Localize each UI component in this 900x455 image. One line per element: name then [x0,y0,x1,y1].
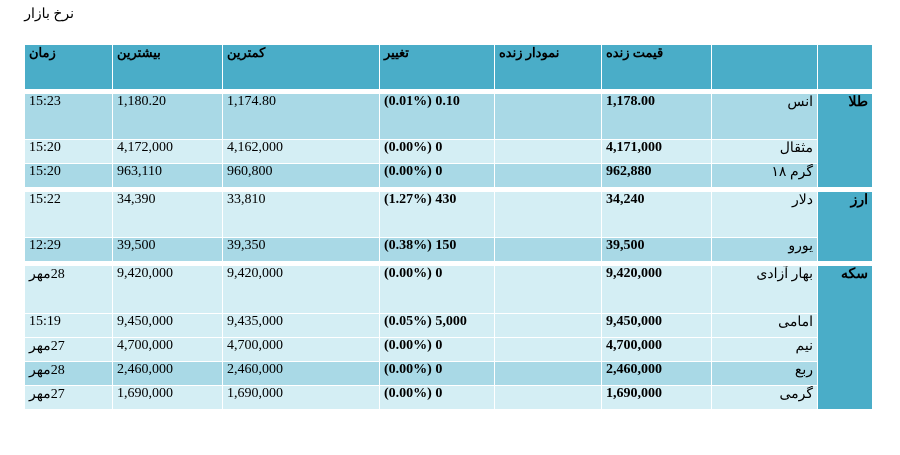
table-row: سکه بهار آزادی 9,420,000 0 (0.00%) 9,420,000… [24,265,873,410]
live-price: 1,690,000 [601,385,712,410]
live-price: 2,460,000 [601,361,712,386]
price-change: 0 (0.00%) [379,139,495,164]
live-chart-cell [494,191,602,238]
item-name: امامی [711,313,818,338]
live-chart-cell [494,139,602,164]
header-name [711,44,818,90]
price-change: 5,000 (0.05%) [379,313,495,338]
header-live-chart: نمودار زنده [494,44,602,90]
table-row: گرمی 1,690,000 0 (0.00%) 1,690,000 1,690,000… [24,385,873,410]
header-change: تغییر [379,44,495,90]
item-name: گرم ۱۸ [711,163,818,188]
high-price: 4,700,000 [112,337,223,362]
live-chart-cell [494,385,602,410]
table-header-row: قیمت زنده نمودار زنده تغییر کمترین بیشتر… [24,44,873,90]
price-change: 0 (0.00%) [379,361,495,386]
price-change: 0 (0.00%) [379,385,495,410]
group-label: طلا [817,93,873,188]
update-time: 28مهر [24,265,113,314]
live-chart-cell [494,237,602,262]
low-price: 4,700,000 [222,337,380,362]
live-chart-cell [494,163,602,188]
table-row: نیم 4,700,000 0 (0.00%) 4,700,000 4,700,000 2… [24,337,873,362]
live-chart-cell [494,337,602,362]
price-change: 0 (0.00%) [379,337,495,362]
low-price: 39,350 [222,237,380,262]
item-name: یورو [711,237,818,262]
update-time: 12:29 [24,237,113,262]
item-name: گرمی [711,385,818,410]
high-price: 1,690,000 [112,385,223,410]
item-name: مثقال [711,139,818,164]
group-label: ارز [817,191,873,262]
price-change: 150 (0.38%) [379,237,495,262]
live-price: 9,450,000 [601,313,712,338]
live-price: 4,700,000 [601,337,712,362]
table-row: مثقال 4,171,000 0 (0.00%) 4,162,000 4,172,00… [24,139,873,164]
update-time: 15:23 [24,93,113,140]
high-price: 2,460,000 [112,361,223,386]
live-chart-cell [494,93,602,140]
high-price: 39,500 [112,237,223,262]
table-row: امامی 9,450,000 5,000 (0.05%) 9,435,000 9,45… [24,313,873,338]
update-time: 15:19 [24,313,113,338]
table-row: ارز دلار 34,240 430 (1.27%) 33,810 34,390 15:2… [24,191,873,262]
header-live-price: قیمت زنده [601,44,712,90]
live-chart-cell [494,361,602,386]
header-group [817,44,873,90]
low-price: 2,460,000 [222,361,380,386]
live-price: 1,178.00 [601,93,712,140]
header-high: بیشترین [112,44,223,90]
live-price: 39,500 [601,237,712,262]
live-price: 34,240 [601,191,712,238]
update-time: 15:22 [24,191,113,238]
table-row: ربع 2,460,000 0 (0.00%) 2,460,000 2,460,000 2… [24,361,873,386]
market-rates-table: قیمت زنده نمودار زنده تغییر کمترین بیشتر… [24,44,873,410]
table-row: طلا انس 1,178.00 0.10 (0.01%) 1,174.80 1,180.… [24,93,873,188]
live-chart-cell [494,313,602,338]
price-change: 0.10 (0.01%) [379,93,495,140]
update-time: 27مهر [24,337,113,362]
group-label: سکه [817,265,873,410]
low-price: 33,810 [222,191,380,238]
low-price: 960,800 [222,163,380,188]
table-row: یورو 39,500 150 (0.38%) 39,350 39,500 12:29 [24,237,873,262]
high-price: 963,110 [112,163,223,188]
high-price: 9,450,000 [112,313,223,338]
item-name: ربع [711,361,818,386]
update-time: 15:20 [24,163,113,188]
header-time: زمان [24,44,113,90]
header-low: کمترین [222,44,380,90]
live-price: 4,171,000 [601,139,712,164]
high-price: 9,420,000 [112,265,223,314]
update-time: 28مهر [24,361,113,386]
update-time: 15:20 [24,139,113,164]
high-price: 4,172,000 [112,139,223,164]
low-price: 4,162,000 [222,139,380,164]
low-price: 9,420,000 [222,265,380,314]
table-row: گرم ۱۸ 962,880 0 (0.00%) 960,800 963,110 15:2… [24,163,873,188]
live-chart-cell [494,265,602,314]
high-price: 1,180.20 [112,93,223,140]
update-time: 27مهر [24,385,113,410]
live-price: 9,420,000 [601,265,712,314]
item-name: دلار [711,191,818,238]
low-price: 9,435,000 [222,313,380,338]
price-change: 0 (0.00%) [379,265,495,314]
item-name: نیم [711,337,818,362]
price-change: 0 (0.00%) [379,163,495,188]
low-price: 1,174.80 [222,93,380,140]
price-change: 430 (1.27%) [379,191,495,238]
live-price: 962,880 [601,163,712,188]
page-title: نرخ بازار [24,7,74,22]
high-price: 34,390 [112,191,223,238]
item-name: انس [711,93,818,140]
low-price: 1,690,000 [222,385,380,410]
item-name: بهار آزادی [711,265,818,314]
